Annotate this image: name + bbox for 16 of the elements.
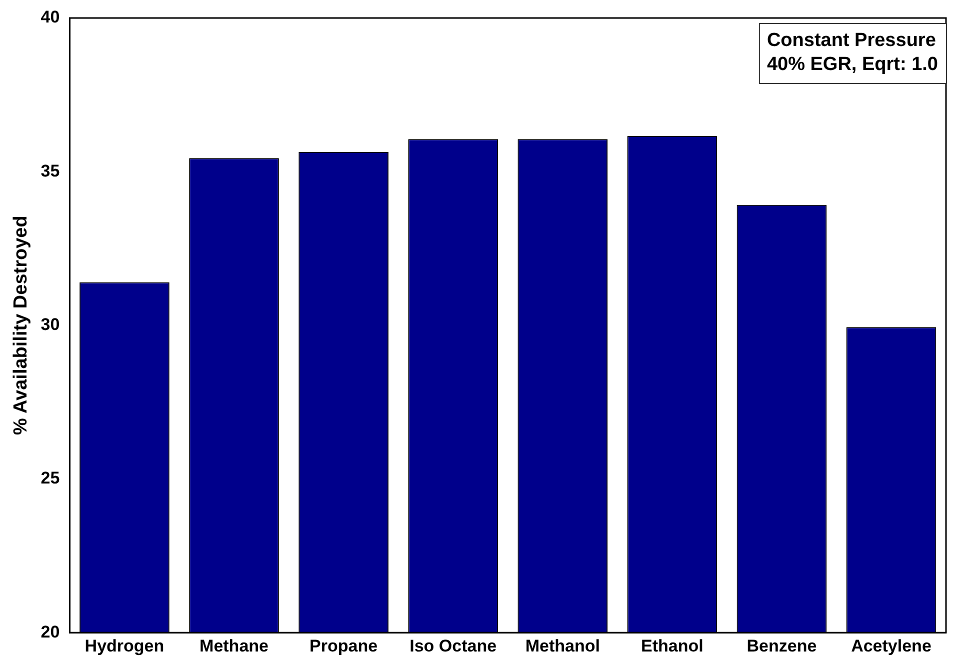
x-tick-label: Acetylene: [851, 636, 932, 656]
x-tick-label: Ethanol: [640, 636, 704, 656]
y-tick-label: 35: [40, 161, 60, 180]
x-tick-label: Methane: [200, 636, 268, 656]
annotation: Constant Pressure: [766, 30, 936, 52]
y-tick-label: 25: [40, 468, 60, 488]
x-tick-label: Methanol: [525, 636, 600, 656]
x-tick-label: Propane: [310, 636, 378, 656]
x-tick-label: Benzene: [746, 636, 817, 656]
annotation: 40% EGR, Eqrt: 1.0: [766, 54, 938, 76]
x-tick-label: Hydrogen: [84, 636, 164, 656]
y-axis-title: % Availability Destroyed: [10, 216, 32, 435]
y-tick-label: 30: [40, 314, 60, 334]
y-tick-label: 40: [40, 8, 60, 27]
y-tick-label: 20: [40, 622, 60, 642]
x-tick-label: Iso Octane: [410, 636, 497, 656]
